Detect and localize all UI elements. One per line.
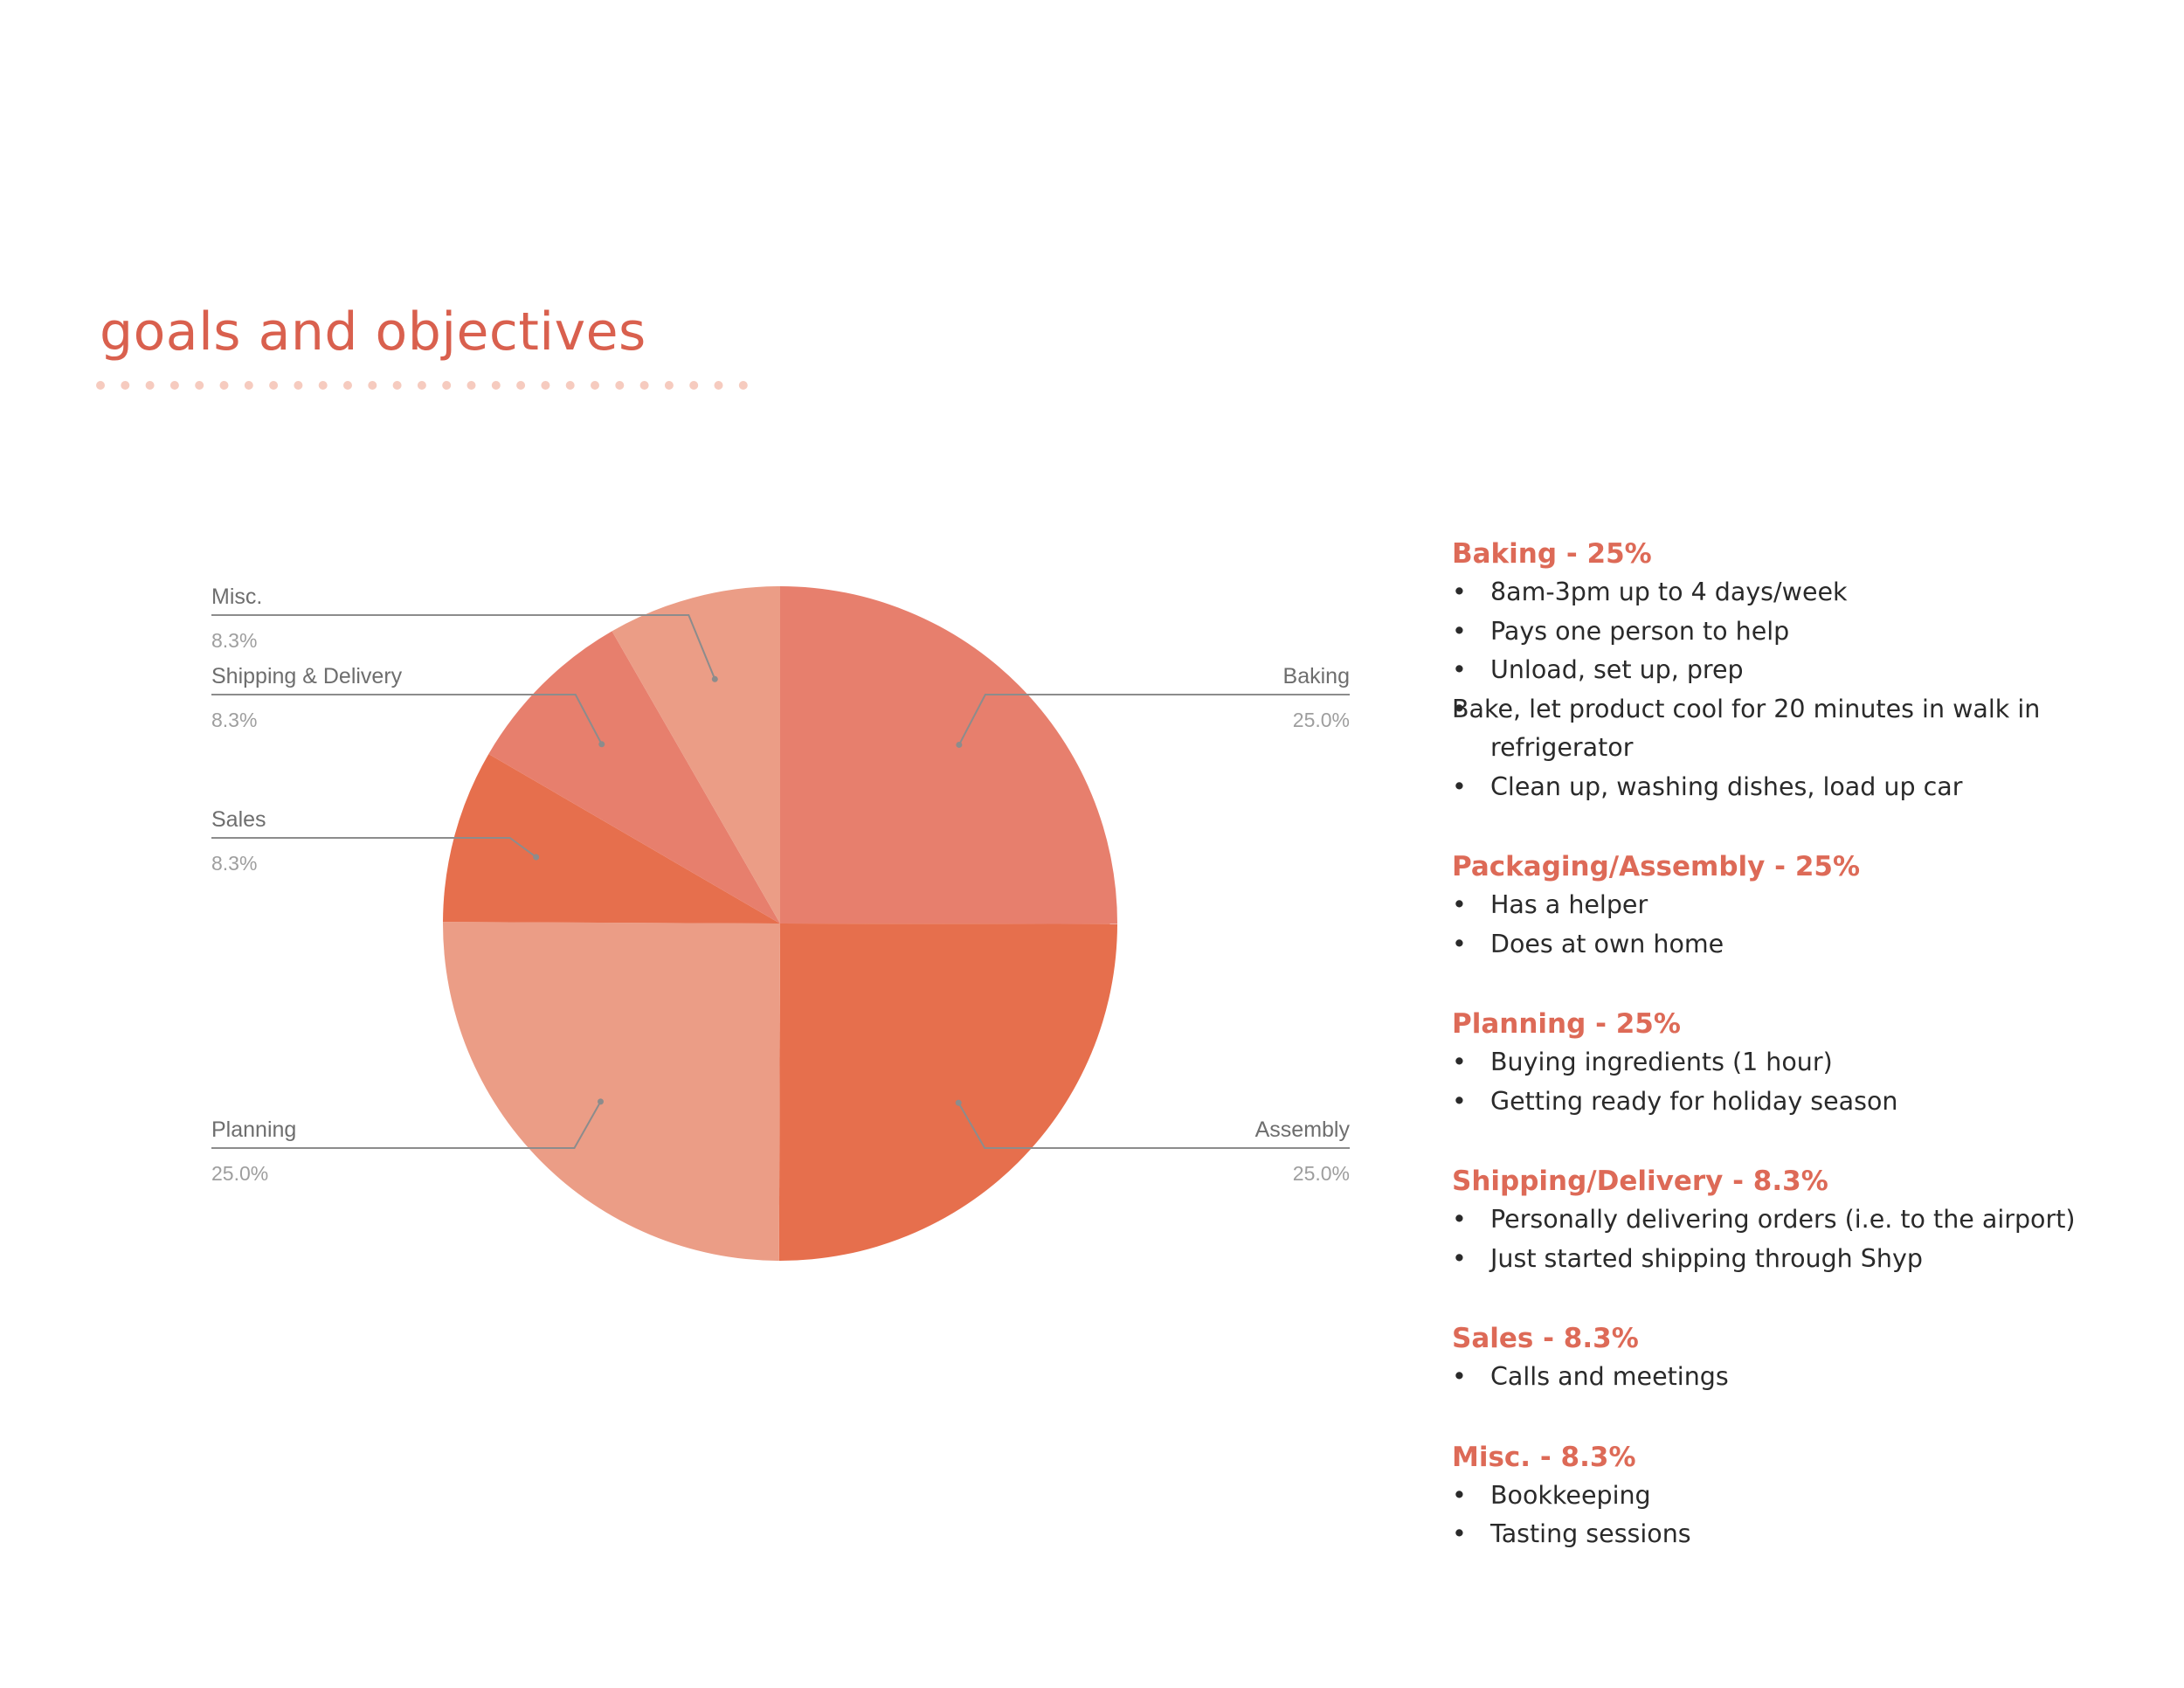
pie-labels: Baking 25.0% Assembly 25.0% Planning 25.0% Sal… [211,585,1350,1185]
slice-label: Assembly [1255,1117,1351,1142]
title-dot [244,381,253,390]
leader-anchor [598,741,605,748]
pie-chart: Baking 25.0% Assembly 25.0% Planning 25.0% Sal… [211,585,1350,1261]
slice-label: Misc. [211,585,262,609]
slice-percent-label: 25.0% [1293,1162,1350,1185]
title-dot [565,381,575,390]
title-dot [145,381,155,390]
note-bullet: Just started shipping through Shyp [1452,1240,2151,1279]
leader-line [211,614,716,680]
note-bullet: Getting ready for holiday season [1452,1083,2151,1122]
note-bullet-list: Personally delivering orders (i.e. to th… [1452,1200,2151,1278]
note-bullet: Calls and meetings [1452,1358,2151,1397]
leader-anchor [533,854,540,861]
note-section: Planning - 25%Buying ingredients (1 hour… [1452,1005,2151,1121]
leader-line [957,694,1350,745]
title-dot [294,381,303,390]
title-dot [96,381,105,390]
leader-line [211,1101,602,1149]
title-dot [417,381,426,390]
pie-slices [443,586,1117,1261]
title-dot [343,381,352,390]
slice-percent-label: 8.3% [211,709,257,731]
note-section-title: Baking - 25% [1452,538,1652,570]
slice-percent-label: 8.3% [211,629,257,652]
leader-line [957,1102,1350,1149]
title-dotted-divider [96,381,748,390]
slice-percent-label: 8.3% [211,852,257,875]
note-bullet: Bookkeeping [1452,1477,2151,1516]
title-dot [368,381,377,390]
title-dot [318,381,328,390]
page-title: goals and objectives [100,301,646,363]
leader-anchor [597,1098,604,1105]
note-section-title: Planning - 25% [1452,1008,1681,1040]
pie-slice-planning [443,922,780,1261]
title-dot [219,381,229,390]
note-section: Sales - 8.3% Calls and meetings [1452,1319,2151,1397]
note-section: Packaging/Assembly - 25% Has a helperDoes… [1452,847,2151,964]
note-bullet-list: 8am-3pm up to 4 days/weekPays one person… [1452,573,2151,806]
title-dot [664,381,674,390]
title-dot [195,381,204,390]
category-notes: Baking - 25%8am-3pm up to 4 days/weekPay… [1452,535,2151,1595]
title-dot [541,381,550,390]
note-bullet: Unload, set up, prep [1452,651,2151,690]
pie-slice-shipping-delivery [488,631,780,924]
title-dot [121,381,130,390]
pie-slice-misc [612,586,780,924]
title-dot [392,381,402,390]
note-section-title: Misc. - 8.3% [1452,1441,1636,1473]
title-dot [516,381,526,390]
note-bullet-list: BookkeepingTasting sessions [1452,1477,2151,1554]
title-dot [639,381,649,390]
note-section: Misc. - 8.3% BookkeepingTasting sessions [1452,1438,2151,1554]
note-section: Baking - 25%8am-3pm up to 4 days/weekPay… [1452,535,2151,806]
leader-anchor [711,675,718,682]
slice-percent-label: 25.0% [211,1162,268,1185]
note-bullet-list: Buying ingredients (1 hour)Getting ready… [1452,1043,2151,1121]
slice-label: Baking [1283,664,1350,688]
note-bullet: Clean up, washing dishes, load up car [1452,768,2151,807]
title-dot [591,381,599,390]
note-bullet: Has a helper [1452,886,2151,925]
note-bullet: 8am-3pm up to 4 days/week [1452,573,2151,612]
slice-label: Planning [211,1117,296,1142]
title-dot [714,381,723,390]
note-bullet: Buying ingredients (1 hour) [1452,1043,2151,1083]
note-bullet-list: Has a helperDoes at own home [1452,886,2151,964]
leader-line [211,837,537,858]
pie-slice-baking [780,586,1117,924]
pie-slice-assembly [778,924,1117,1261]
note-bullet-list: Calls and meetings [1452,1358,2151,1397]
title-dot [738,381,748,390]
leader-line [211,694,603,745]
title-dot [269,381,279,390]
note-section: Shipping/Delivery - 8.3%Personally deliv… [1452,1162,2151,1278]
leader-anchor [955,1099,962,1106]
note-section-title: Packaging/Assembly - 25% [1452,851,1861,882]
note-bullet: Personally delivering orders (i.e. to th… [1452,1200,2151,1240]
title-dot [615,381,625,390]
title-dot [491,381,501,390]
note-section-title: Sales - 8.3% [1452,1323,1639,1354]
note-section-title: Shipping/Delivery - 8.3% [1452,1166,1828,1197]
title-dot [442,381,452,390]
title-dot [169,381,179,390]
title-dot [467,381,476,390]
note-bullet: Bake, let product cool for 20 minutes in… [1452,690,2151,768]
slice-percent-label: 25.0% [1293,709,1350,731]
slice-label: Shipping & Delivery [211,664,403,688]
note-bullet: Pays one person to help [1452,612,2151,652]
note-bullet: Does at own home [1452,925,2151,965]
pie-slice-sales [443,753,780,924]
note-bullet: Tasting sessions [1452,1515,2151,1554]
slice-label: Sales [211,807,266,832]
title-dot [689,381,699,390]
leader-anchor [956,741,963,748]
